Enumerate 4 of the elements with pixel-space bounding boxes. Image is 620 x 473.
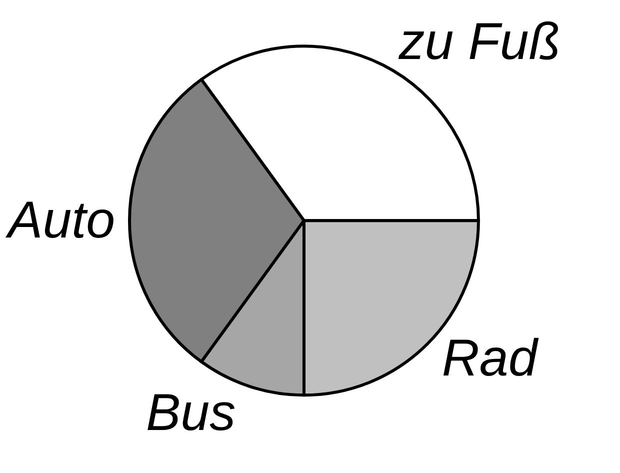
slice-label: Bus	[146, 384, 236, 442]
slice-label: zu Fuß	[398, 13, 561, 72]
slice-label: Auto	[5, 192, 116, 250]
slice-label: Rad	[442, 329, 540, 388]
